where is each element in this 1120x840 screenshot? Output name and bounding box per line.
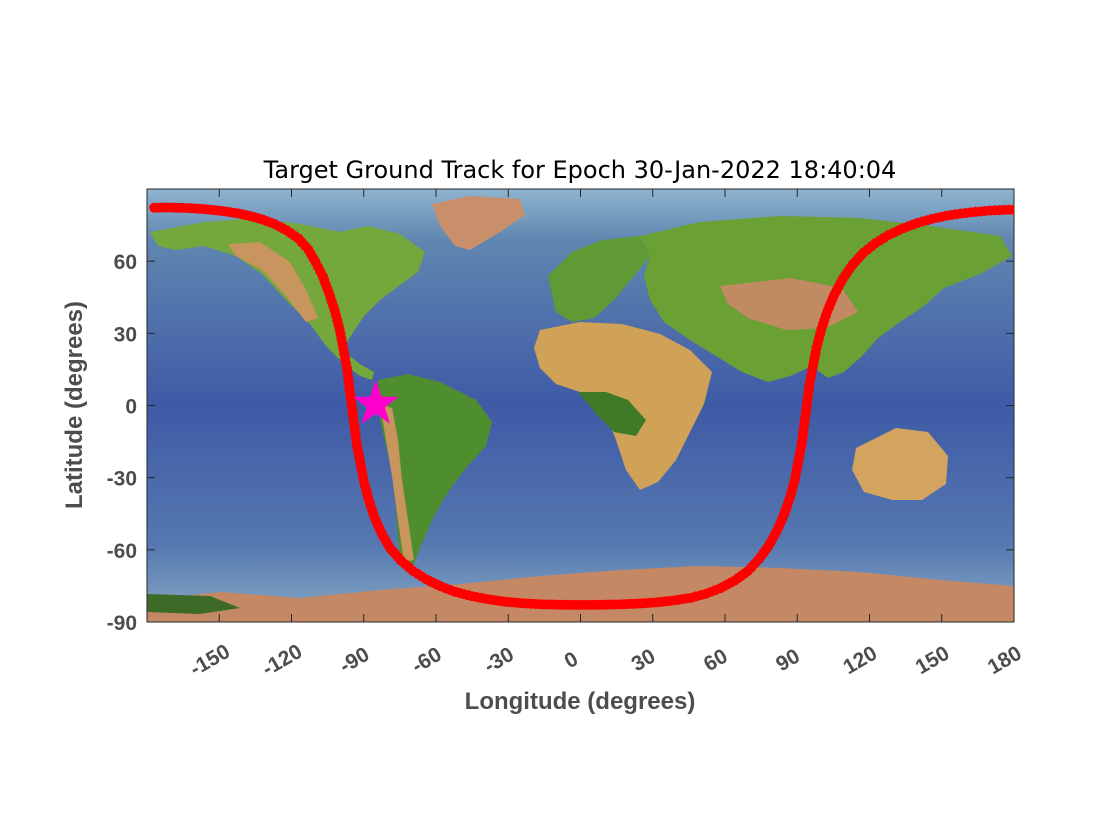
star-marker <box>353 380 399 424</box>
x-tick-label: 90 <box>772 645 804 677</box>
central-africa-forest <box>578 392 646 436</box>
x-tick-label: 120 <box>839 642 881 679</box>
greenland-shape <box>432 196 525 250</box>
y-tick-label: 30 <box>114 323 137 346</box>
x-axis-label: Longitude (degrees) <box>465 688 696 715</box>
world-map-background <box>147 189 1014 622</box>
x-tick-label: 180 <box>984 642 1026 679</box>
ground-track-series <box>149 202 1014 610</box>
x-tick-label: 0 <box>560 647 582 673</box>
y-tick-label: 60 <box>114 251 137 274</box>
y-axis-tick-labels: -90 -60 -30 0 30 60 <box>107 251 137 635</box>
australia-shape <box>852 428 948 500</box>
north-america-shape <box>150 218 425 380</box>
x-tick-label: 30 <box>628 645 660 677</box>
x-tick-label: 150 <box>912 642 954 679</box>
y-axis-ticks <box>147 260 1014 623</box>
antarctic-shelf <box>147 594 240 614</box>
antarctica-shape <box>147 566 1014 622</box>
x-tick-label: -120 <box>258 640 306 681</box>
north-america-highlands <box>228 242 318 322</box>
y-tick-label: 0 <box>125 396 137 419</box>
x-axis-tick-labels: -150 -120 -90 -60 -30 0 30 60 90 120 150 180 <box>186 640 1026 681</box>
x-tick-label: 60 <box>700 645 732 677</box>
y-tick-label: -60 <box>107 540 137 563</box>
y-tick-label: -30 <box>107 468 137 491</box>
x-tick-label: -150 <box>186 640 234 681</box>
x-tick-label: -30 <box>480 643 518 678</box>
current-position-marker <box>353 380 399 424</box>
y-tick-label: -90 <box>107 612 137 635</box>
y-axis-label: Latitude (degrees) <box>61 301 88 509</box>
track-point <box>1009 204 1014 215</box>
x-axis-ticks <box>218 189 1015 622</box>
x-tick-label: -60 <box>408 643 446 678</box>
chart-title: Target Ground Track for Epoch 30-Jan-202… <box>263 156 897 184</box>
x-tick-label: -90 <box>336 643 374 678</box>
andes-ridge <box>380 404 414 562</box>
europe-shape <box>548 236 650 322</box>
